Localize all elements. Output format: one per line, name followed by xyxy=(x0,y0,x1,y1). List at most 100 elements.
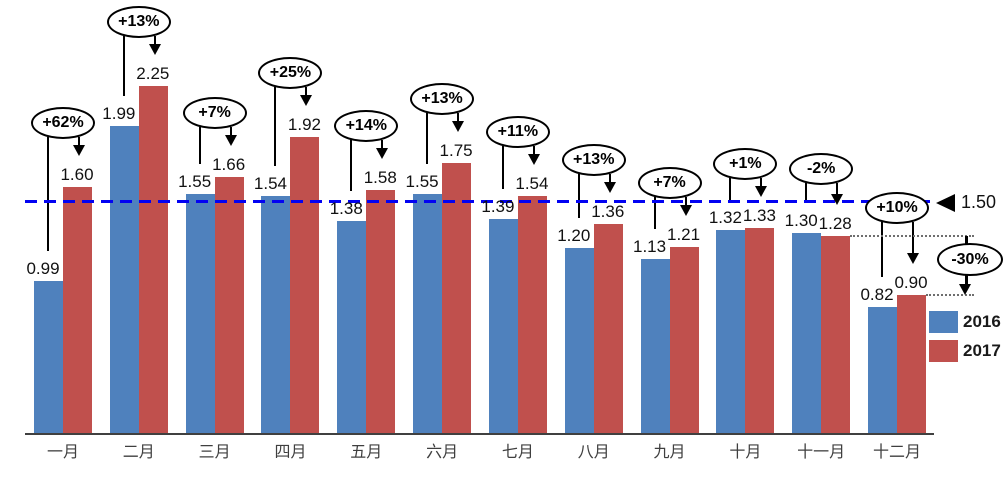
annotation-arrowhead-icon-m8 xyxy=(603,181,616,193)
x-axis-line xyxy=(25,433,934,435)
annotation-arrow-m11 xyxy=(836,182,839,194)
value-label-2016-m9: 1.13 xyxy=(633,237,667,257)
value-label-2016-m11: 1.30 xyxy=(784,210,818,230)
change-badge-m1: +62% xyxy=(31,106,95,139)
change-badge-m7: +11% xyxy=(485,115,550,148)
change-badge-m9: +7% xyxy=(637,166,702,199)
bar-2016-m10 xyxy=(716,229,746,434)
value-label-2016-m1: 0.99 xyxy=(26,258,60,278)
annotation-arrowhead-icon-m2 xyxy=(148,43,161,55)
drop-dotted-line-upper xyxy=(850,235,974,238)
change-badge-m2: +13% xyxy=(106,5,171,38)
annotation-arrow-m5 xyxy=(381,139,384,148)
bar-2017-m3 xyxy=(214,177,244,434)
bar-2017-m12 xyxy=(897,294,927,434)
legend-swatch-2017 xyxy=(929,340,958,362)
x-axis-label-m8: 八月 xyxy=(577,444,610,461)
annotation-arrowhead-icon-m11 xyxy=(831,194,844,206)
x-axis-label-m12: 十二月 xyxy=(873,444,922,461)
annotation-arrowhead-icon-m7 xyxy=(527,153,540,165)
change-badge-m10: +1% xyxy=(713,148,778,181)
bar-2017-m11 xyxy=(821,236,851,434)
drop-dotted-line-lower xyxy=(926,293,974,296)
change-badge-m8: +13% xyxy=(561,143,626,176)
annotation-arrow-m4 xyxy=(305,87,308,96)
value-label-2016-m3: 1.55 xyxy=(178,172,212,192)
annotation-line-m9 xyxy=(653,196,656,230)
value-label-2017-m6: 1.75 xyxy=(439,141,473,161)
legend-label-2016: 2016 xyxy=(963,312,1001,331)
bar-2016-m1 xyxy=(34,280,63,434)
bar-2017-m2 xyxy=(138,85,168,434)
value-label-2017-m8: 1.36 xyxy=(591,201,625,221)
annotation-arrowhead-icon-m3 xyxy=(224,135,237,147)
annotation-line-m12 xyxy=(881,221,884,278)
x-axis-label-m4: 四月 xyxy=(274,444,307,461)
annotation-line-m7 xyxy=(501,145,504,189)
bar-2016-m8 xyxy=(564,248,594,434)
bar-2017-m9 xyxy=(669,246,699,434)
drop-arrowhead-icon xyxy=(959,283,971,295)
drop-annotation-badge: -30% xyxy=(937,243,1003,276)
change-badge-m12: +10% xyxy=(865,191,930,224)
value-label-2016-m4: 1.54 xyxy=(253,173,287,193)
value-label-2016-m8: 1.20 xyxy=(557,226,591,246)
reference-marker-triangle-icon xyxy=(936,194,955,212)
value-label-2016-m6: 1.55 xyxy=(405,172,439,192)
legend-swatch-2016 xyxy=(929,311,958,333)
value-label-2016-m2: 1.99 xyxy=(102,104,136,124)
reference-line-label: 1.50 xyxy=(961,192,997,212)
x-axis-label-m2: 二月 xyxy=(122,444,155,461)
x-axis-label-m11: 十一月 xyxy=(797,444,846,461)
value-label-2017-m3: 1.66 xyxy=(212,155,246,175)
bar-2016-m11 xyxy=(792,232,822,434)
annotation-line-m8 xyxy=(577,173,580,219)
annotation-arrow-m10 xyxy=(760,178,763,187)
annotation-arrow-m2 xyxy=(153,35,156,44)
change-badge-m5: +14% xyxy=(334,109,399,142)
value-label-2017-m12: 0.90 xyxy=(894,272,928,292)
bar-2016-m3 xyxy=(185,194,215,434)
annotation-arrow-m12 xyxy=(912,221,915,253)
annotation-line-m2 xyxy=(122,35,125,97)
annotation-arrowhead-icon-m1 xyxy=(73,144,85,156)
x-axis-label-m7: 七月 xyxy=(501,444,534,461)
bar-2016-m12 xyxy=(868,307,898,434)
value-label-2017-m5: 1.58 xyxy=(363,167,397,187)
x-axis-label-m3: 三月 xyxy=(198,444,231,461)
value-label-2017-m1: 1.60 xyxy=(60,164,94,184)
value-label-2017-m7: 1.54 xyxy=(515,173,549,193)
value-label-2017-m11: 1.28 xyxy=(818,214,852,234)
change-badge-m3: +7% xyxy=(182,97,247,130)
annotation-arrow-m8 xyxy=(608,173,611,182)
bar-2017-m8 xyxy=(593,223,623,434)
annotation-line-m11 xyxy=(805,182,808,203)
annotation-arrow-m7 xyxy=(532,145,535,154)
annotation-line-m3 xyxy=(198,127,201,165)
annotation-line-m1 xyxy=(47,136,49,251)
annotation-arrowhead-icon-m12 xyxy=(907,252,920,264)
bar-2016-m6 xyxy=(413,194,443,434)
bar-2016-m2 xyxy=(109,126,139,434)
value-label-2016-m7: 1.39 xyxy=(481,197,515,216)
annotation-line-m6 xyxy=(426,113,429,165)
change-badge-m4: +25% xyxy=(258,57,323,90)
annotation-line-m4 xyxy=(274,87,277,166)
annotation-arrowhead-icon-m10 xyxy=(755,186,768,198)
change-badge-m6: +13% xyxy=(410,83,475,116)
change-badge-m11: -2% xyxy=(789,152,854,185)
annotation-line-m10 xyxy=(729,178,732,200)
bar-2017-m7 xyxy=(517,195,547,434)
value-label-2017-m4: 1.92 xyxy=(287,115,321,135)
annotation-arrowhead-icon-m5 xyxy=(376,147,389,159)
x-axis-label-m1: 一月 xyxy=(46,444,79,461)
x-axis-label-m10: 十月 xyxy=(729,444,762,461)
bar-2017-m5 xyxy=(366,189,396,434)
reference-line xyxy=(25,200,930,203)
value-label-2016-m10: 1.32 xyxy=(708,207,742,227)
value-label-2016-m12: 0.82 xyxy=(860,285,894,305)
value-label-2017-m2: 2.25 xyxy=(136,63,170,83)
bar-2017-m6 xyxy=(442,163,472,434)
bar-2016-m7 xyxy=(488,219,518,434)
